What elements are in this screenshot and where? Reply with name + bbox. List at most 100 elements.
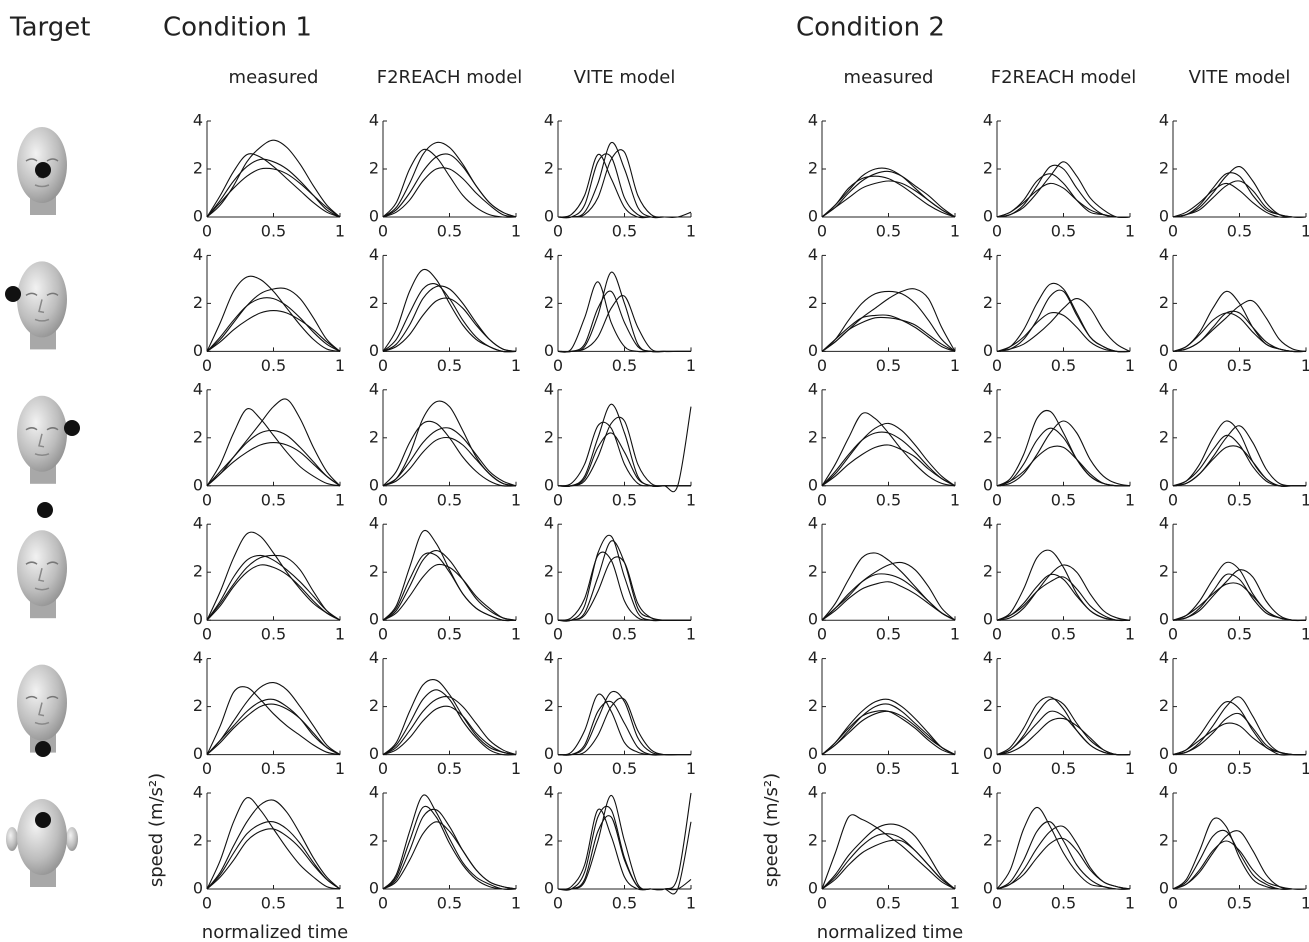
x-tick-label: 0 bbox=[992, 222, 1002, 241]
x-tick-label: 0 bbox=[202, 490, 212, 509]
target-title: Target bbox=[9, 13, 90, 43]
y-tick-label: 0 bbox=[193, 879, 203, 898]
speed-curve bbox=[1172, 722, 1306, 756]
speed-curve bbox=[821, 698, 956, 756]
y-tick-label: 0 bbox=[193, 341, 203, 360]
panel: 0 2 4 0 0.5 1 bbox=[808, 379, 960, 509]
speed-curve bbox=[557, 153, 691, 219]
y-tick-label: 2 bbox=[544, 696, 554, 715]
speed-curve bbox=[821, 444, 956, 487]
x-tick-label: 0.5 bbox=[1227, 490, 1252, 509]
speed-curve bbox=[382, 808, 517, 890]
x-tick-label: 0.5 bbox=[437, 222, 462, 241]
y-tick-label: 4 bbox=[369, 379, 379, 398]
x-tick-label: 1 bbox=[335, 356, 345, 375]
speed-curve bbox=[382, 821, 517, 890]
x-tick-label: 1 bbox=[511, 894, 521, 913]
column-header: F2REACH model bbox=[991, 67, 1137, 88]
y-tick-label: 4 bbox=[193, 379, 203, 398]
x-tick-label: 0.5 bbox=[876, 356, 901, 375]
speed-curve bbox=[1172, 290, 1307, 353]
speed-curve bbox=[557, 792, 692, 891]
speed-curve bbox=[821, 710, 956, 756]
speed-curve bbox=[206, 442, 341, 487]
speed-curve bbox=[206, 564, 341, 621]
y-tick-label: 2 bbox=[983, 427, 993, 446]
y-tick-label: 4 bbox=[369, 245, 379, 264]
y-tick-label: 2 bbox=[983, 831, 993, 850]
panel: 0 2 4 0 0.5 1 bbox=[544, 648, 696, 778]
speed-curve bbox=[996, 837, 1131, 890]
speed-curve bbox=[206, 429, 341, 487]
speed-curve bbox=[821, 573, 956, 621]
x-tick-label: 0 bbox=[1168, 625, 1178, 644]
head-illustration bbox=[5, 261, 67, 350]
y-tick-label: 0 bbox=[1159, 879, 1169, 898]
y-tick-label: 2 bbox=[544, 293, 554, 312]
y-tick-label: 0 bbox=[1159, 475, 1169, 494]
x-tick-label: 1 bbox=[1301, 625, 1309, 644]
y-tick-label: 0 bbox=[1159, 744, 1169, 763]
panel: 0 2 4 0 0.5 1 bbox=[544, 514, 696, 644]
y-tick-label: 4 bbox=[544, 648, 554, 667]
speed-curve bbox=[557, 281, 692, 353]
head-illustration bbox=[17, 664, 67, 757]
x-tick-label: 1 bbox=[1125, 625, 1135, 644]
speed-curve bbox=[382, 153, 517, 218]
speed-curve bbox=[1172, 425, 1307, 487]
y-tick-label: 4 bbox=[369, 783, 379, 802]
x-tick-label: 0 bbox=[378, 759, 388, 778]
nose bbox=[38, 299, 45, 314]
y-tick-label: 0 bbox=[808, 744, 818, 763]
speed-curve bbox=[821, 422, 956, 487]
speed-curve bbox=[206, 821, 341, 890]
speed-curve bbox=[382, 689, 517, 756]
y-tick-label: 0 bbox=[369, 610, 379, 629]
y-tick-label: 2 bbox=[983, 159, 993, 178]
y-tick-label: 4 bbox=[193, 783, 203, 802]
y-tick-label: 2 bbox=[369, 696, 379, 715]
speed-curve bbox=[996, 576, 1131, 622]
y-tick-label: 0 bbox=[369, 879, 379, 898]
speed-curve bbox=[382, 427, 517, 487]
panel: 0 2 4 0 0.5 1 bbox=[193, 783, 345, 913]
x-tick-label: 0 bbox=[378, 894, 388, 913]
speed-curve bbox=[206, 275, 341, 352]
speed-curve bbox=[821, 581, 956, 621]
panel: 0 2 4 0 0.5 1 bbox=[193, 245, 345, 375]
y-tick-label: 2 bbox=[193, 831, 203, 850]
y-tick-label: 2 bbox=[369, 562, 379, 581]
panel: 0 2 4 0 0.5 1 bbox=[983, 783, 1135, 913]
y-tick-label: 4 bbox=[544, 111, 554, 130]
y-tick-label: 0 bbox=[1159, 610, 1169, 629]
x-tick-label: 1 bbox=[686, 759, 696, 778]
x-tick-label: 0.5 bbox=[1051, 894, 1076, 913]
y-tick-label: 2 bbox=[369, 293, 379, 312]
speed-curve bbox=[996, 573, 1131, 621]
speed-curve bbox=[382, 268, 517, 353]
panel: 0 2 4 0 0.5 1 bbox=[808, 111, 960, 241]
speed-curve bbox=[382, 552, 517, 622]
x-tick-label: 0 bbox=[992, 894, 1002, 913]
y-tick-label: 4 bbox=[1159, 379, 1169, 398]
y-tick-label: 4 bbox=[544, 514, 554, 533]
speed-curve bbox=[1172, 166, 1307, 218]
x-tick-label: 0 bbox=[378, 222, 388, 241]
y-tick-label: 2 bbox=[983, 293, 993, 312]
x-tick-label: 0.5 bbox=[1227, 222, 1252, 241]
y-tick-label: 2 bbox=[808, 831, 818, 850]
x-tick-label: 1 bbox=[335, 759, 345, 778]
panel: 0 2 4 0 0.5 1 bbox=[544, 111, 696, 241]
speed-curve bbox=[821, 431, 956, 487]
speed-curve bbox=[557, 540, 691, 622]
speed-curve bbox=[996, 420, 1131, 487]
speed-curve bbox=[1172, 182, 1306, 218]
panel: 0 2 4 0 0.5 1 bbox=[193, 111, 345, 241]
y-tick-label: 2 bbox=[808, 427, 818, 446]
y-tick-label: 0 bbox=[193, 610, 203, 629]
x-tick-label: 1 bbox=[1125, 759, 1135, 778]
x-tick-label: 0.5 bbox=[612, 490, 637, 509]
column-header: measured bbox=[844, 67, 934, 88]
y-tick-label: 0 bbox=[808, 610, 818, 629]
y-tick-label: 0 bbox=[369, 744, 379, 763]
